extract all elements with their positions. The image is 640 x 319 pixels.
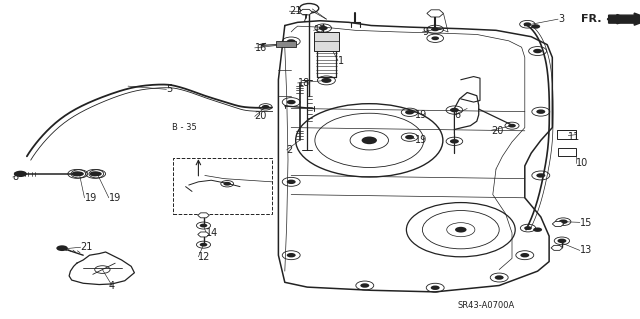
Text: 9: 9 bbox=[422, 27, 429, 37]
Circle shape bbox=[450, 108, 459, 112]
Text: 17: 17 bbox=[314, 25, 326, 35]
Text: 19: 19 bbox=[84, 193, 97, 203]
Polygon shape bbox=[300, 9, 312, 15]
Bar bbox=[558, 148, 576, 156]
Bar bbox=[314, 32, 339, 51]
Circle shape bbox=[200, 243, 207, 247]
Circle shape bbox=[362, 137, 377, 144]
Text: SR43-A0700A: SR43-A0700A bbox=[458, 301, 515, 310]
Circle shape bbox=[405, 110, 414, 115]
Text: 19: 19 bbox=[415, 110, 427, 120]
Circle shape bbox=[531, 24, 540, 29]
Circle shape bbox=[287, 253, 296, 257]
Circle shape bbox=[75, 172, 84, 176]
Text: 19: 19 bbox=[415, 135, 427, 145]
Circle shape bbox=[405, 135, 414, 139]
Circle shape bbox=[287, 180, 296, 184]
Circle shape bbox=[524, 22, 531, 26]
Text: 4: 4 bbox=[109, 280, 115, 291]
Text: 21: 21 bbox=[81, 242, 93, 252]
Circle shape bbox=[536, 173, 545, 178]
Text: 20: 20 bbox=[492, 126, 504, 136]
Circle shape bbox=[14, 171, 27, 177]
Circle shape bbox=[508, 124, 516, 128]
Circle shape bbox=[533, 49, 542, 53]
Text: 13: 13 bbox=[580, 245, 592, 256]
Circle shape bbox=[93, 172, 102, 176]
Text: 5: 5 bbox=[166, 84, 173, 94]
Text: 6: 6 bbox=[454, 110, 461, 120]
Circle shape bbox=[557, 239, 566, 243]
Text: 12: 12 bbox=[198, 252, 211, 262]
Text: 11: 11 bbox=[568, 132, 580, 142]
Text: 21: 21 bbox=[289, 6, 301, 16]
Text: 3: 3 bbox=[558, 14, 564, 24]
Circle shape bbox=[524, 226, 532, 230]
Circle shape bbox=[72, 171, 82, 176]
Circle shape bbox=[287, 39, 296, 44]
Circle shape bbox=[450, 139, 459, 144]
Bar bbox=[276, 41, 296, 47]
Polygon shape bbox=[551, 245, 563, 250]
Circle shape bbox=[90, 171, 100, 176]
Circle shape bbox=[559, 219, 568, 224]
Circle shape bbox=[223, 182, 231, 186]
Text: 18: 18 bbox=[298, 78, 310, 88]
Circle shape bbox=[319, 26, 328, 30]
Text: 14: 14 bbox=[206, 228, 218, 238]
Text: 20: 20 bbox=[255, 111, 267, 122]
Circle shape bbox=[536, 109, 545, 114]
Circle shape bbox=[495, 275, 504, 280]
Text: 7: 7 bbox=[301, 14, 307, 24]
Circle shape bbox=[455, 227, 467, 233]
Circle shape bbox=[431, 27, 439, 31]
Text: 1: 1 bbox=[338, 56, 344, 66]
Polygon shape bbox=[427, 10, 444, 17]
Text: FR.: FR. bbox=[581, 14, 602, 24]
Text: 8: 8 bbox=[13, 172, 19, 182]
Circle shape bbox=[533, 227, 542, 232]
Circle shape bbox=[360, 283, 369, 288]
Circle shape bbox=[431, 286, 440, 290]
Text: 10: 10 bbox=[576, 158, 588, 168]
Circle shape bbox=[200, 224, 207, 227]
Text: B - 35: B - 35 bbox=[172, 123, 196, 132]
Circle shape bbox=[520, 253, 529, 257]
Circle shape bbox=[321, 78, 332, 83]
Circle shape bbox=[262, 105, 269, 109]
Circle shape bbox=[431, 36, 439, 40]
Circle shape bbox=[56, 245, 68, 251]
Text: 15: 15 bbox=[580, 218, 592, 228]
Bar bbox=[557, 130, 576, 139]
Text: 16: 16 bbox=[255, 43, 267, 53]
Polygon shape bbox=[552, 221, 564, 226]
Bar bbox=[173, 158, 272, 214]
Text: 19: 19 bbox=[109, 193, 121, 203]
Text: 2: 2 bbox=[287, 145, 293, 155]
FancyArrow shape bbox=[609, 13, 640, 25]
Circle shape bbox=[287, 100, 296, 104]
Polygon shape bbox=[198, 232, 209, 237]
Polygon shape bbox=[198, 213, 209, 218]
